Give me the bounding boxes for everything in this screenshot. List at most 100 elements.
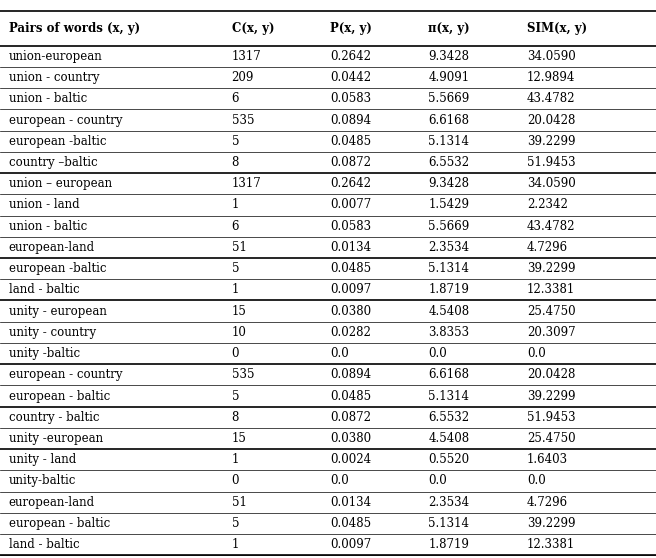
Text: european - baltic: european - baltic (9, 389, 110, 402)
Text: P(x, y): P(x, y) (330, 22, 372, 35)
Text: 4.5408: 4.5408 (428, 432, 470, 445)
Text: 0.0134: 0.0134 (330, 496, 371, 509)
Text: european-land: european-land (9, 241, 94, 254)
Text: 4.7296: 4.7296 (527, 496, 568, 509)
Text: unity - european: unity - european (9, 305, 106, 318)
Text: 39.2299: 39.2299 (527, 389, 575, 402)
Text: land - baltic: land - baltic (9, 538, 79, 551)
Text: unity-baltic: unity-baltic (9, 474, 76, 488)
Text: 25.4750: 25.4750 (527, 432, 575, 445)
Text: 0: 0 (232, 347, 239, 360)
Text: 6: 6 (232, 92, 239, 105)
Text: unity -baltic: unity -baltic (9, 347, 79, 360)
Text: union-european: union-european (9, 50, 102, 63)
Text: 0.0485: 0.0485 (330, 135, 371, 148)
Text: 25.4750: 25.4750 (527, 305, 575, 318)
Text: 1.5429: 1.5429 (428, 199, 470, 211)
Text: 20.0428: 20.0428 (527, 368, 575, 381)
Text: 5.1314: 5.1314 (428, 517, 470, 530)
Text: country –baltic: country –baltic (9, 156, 97, 169)
Text: european - country: european - country (9, 113, 122, 127)
Text: 5.1314: 5.1314 (428, 262, 470, 275)
Text: 12.3381: 12.3381 (527, 538, 575, 551)
Text: union - baltic: union - baltic (9, 92, 87, 105)
Text: 1317: 1317 (232, 50, 261, 63)
Text: 0.0442: 0.0442 (330, 71, 371, 84)
Text: 0.0380: 0.0380 (330, 432, 371, 445)
Text: 5.1314: 5.1314 (428, 135, 470, 148)
Text: 5.5669: 5.5669 (428, 220, 470, 233)
Text: 6.5532: 6.5532 (428, 156, 470, 169)
Text: 0.0872: 0.0872 (330, 156, 371, 169)
Text: 0.0485: 0.0485 (330, 517, 371, 530)
Text: 5: 5 (232, 517, 239, 530)
Text: 0.0024: 0.0024 (330, 453, 371, 466)
Text: 0.0583: 0.0583 (330, 220, 371, 233)
Text: 12.3381: 12.3381 (527, 283, 575, 296)
Text: 15: 15 (232, 305, 247, 318)
Text: 0.0: 0.0 (330, 347, 349, 360)
Text: 6.6168: 6.6168 (428, 113, 470, 127)
Text: 4.5408: 4.5408 (428, 305, 470, 318)
Text: 5.5669: 5.5669 (428, 92, 470, 105)
Text: land - baltic: land - baltic (9, 283, 79, 296)
Text: 0.0: 0.0 (428, 474, 447, 488)
Text: 5: 5 (232, 262, 239, 275)
Text: european-land: european-land (9, 496, 94, 509)
Text: union - baltic: union - baltic (9, 220, 87, 233)
Text: 51.9453: 51.9453 (527, 156, 575, 169)
Text: 0.0872: 0.0872 (330, 411, 371, 424)
Text: 1: 1 (232, 453, 239, 466)
Text: 0.0097: 0.0097 (330, 538, 371, 551)
Text: 1: 1 (232, 199, 239, 211)
Text: 6.6168: 6.6168 (428, 368, 470, 381)
Text: 1.6403: 1.6403 (527, 453, 568, 466)
Text: 51: 51 (232, 496, 247, 509)
Text: 0.0: 0.0 (527, 347, 546, 360)
Text: 0.0: 0.0 (428, 347, 447, 360)
Text: unity - land: unity - land (9, 453, 76, 466)
Text: SIM(x, y): SIM(x, y) (527, 22, 587, 35)
Text: union - country: union - country (9, 71, 99, 84)
Text: 8: 8 (232, 411, 239, 424)
Text: 20.0428: 20.0428 (527, 113, 575, 127)
Text: 5: 5 (232, 389, 239, 402)
Text: 0.0485: 0.0485 (330, 389, 371, 402)
Text: 535: 535 (232, 368, 254, 381)
Text: 0.0894: 0.0894 (330, 113, 371, 127)
Text: unity - country: unity - country (9, 326, 96, 339)
Text: unity -european: unity -european (9, 432, 102, 445)
Text: 0.0485: 0.0485 (330, 262, 371, 275)
Text: 0.0097: 0.0097 (330, 283, 371, 296)
Text: 51: 51 (232, 241, 247, 254)
Text: 2.3534: 2.3534 (428, 241, 470, 254)
Text: 0.0380: 0.0380 (330, 305, 371, 318)
Text: 0: 0 (232, 474, 239, 488)
Text: 43.4782: 43.4782 (527, 92, 575, 105)
Text: 34.0590: 34.0590 (527, 50, 575, 63)
Text: 3.8353: 3.8353 (428, 326, 470, 339)
Text: 1: 1 (232, 283, 239, 296)
Text: 1.8719: 1.8719 (428, 283, 469, 296)
Text: 4.9091: 4.9091 (428, 71, 470, 84)
Text: 2.3534: 2.3534 (428, 496, 470, 509)
Text: union - land: union - land (9, 199, 79, 211)
Text: 15: 15 (232, 432, 247, 445)
Text: 0.0077: 0.0077 (330, 199, 371, 211)
Text: 535: 535 (232, 113, 254, 127)
Text: 9.3428: 9.3428 (428, 177, 470, 190)
Text: 20.3097: 20.3097 (527, 326, 575, 339)
Text: 0.2642: 0.2642 (330, 50, 371, 63)
Text: 39.2299: 39.2299 (527, 262, 575, 275)
Text: european - country: european - country (9, 368, 122, 381)
Text: 12.9894: 12.9894 (527, 71, 575, 84)
Text: european -baltic: european -baltic (9, 135, 106, 148)
Text: 39.2299: 39.2299 (527, 517, 575, 530)
Text: 39.2299: 39.2299 (527, 135, 575, 148)
Text: 0.5520: 0.5520 (428, 453, 470, 466)
Text: country - baltic: country - baltic (9, 411, 99, 424)
Text: 1317: 1317 (232, 177, 261, 190)
Text: 51.9453: 51.9453 (527, 411, 575, 424)
Text: european - baltic: european - baltic (9, 517, 110, 530)
Text: 43.4782: 43.4782 (527, 220, 575, 233)
